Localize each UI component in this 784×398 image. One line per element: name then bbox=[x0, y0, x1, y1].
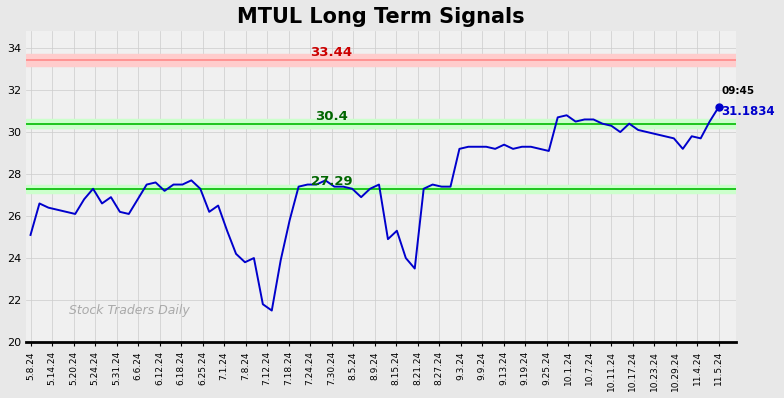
Text: 09:45: 09:45 bbox=[721, 86, 754, 96]
Text: 31.1834: 31.1834 bbox=[721, 105, 775, 118]
Text: 27.29: 27.29 bbox=[310, 175, 352, 188]
Text: Stock Traders Daily: Stock Traders Daily bbox=[69, 304, 190, 318]
Bar bbox=[26, 54, 736, 66]
Bar bbox=[26, 119, 736, 128]
Bar bbox=[26, 185, 736, 193]
Text: 30.4: 30.4 bbox=[315, 109, 348, 123]
Text: 33.44: 33.44 bbox=[310, 46, 353, 59]
Title: MTUL Long Term Signals: MTUL Long Term Signals bbox=[238, 7, 525, 27]
